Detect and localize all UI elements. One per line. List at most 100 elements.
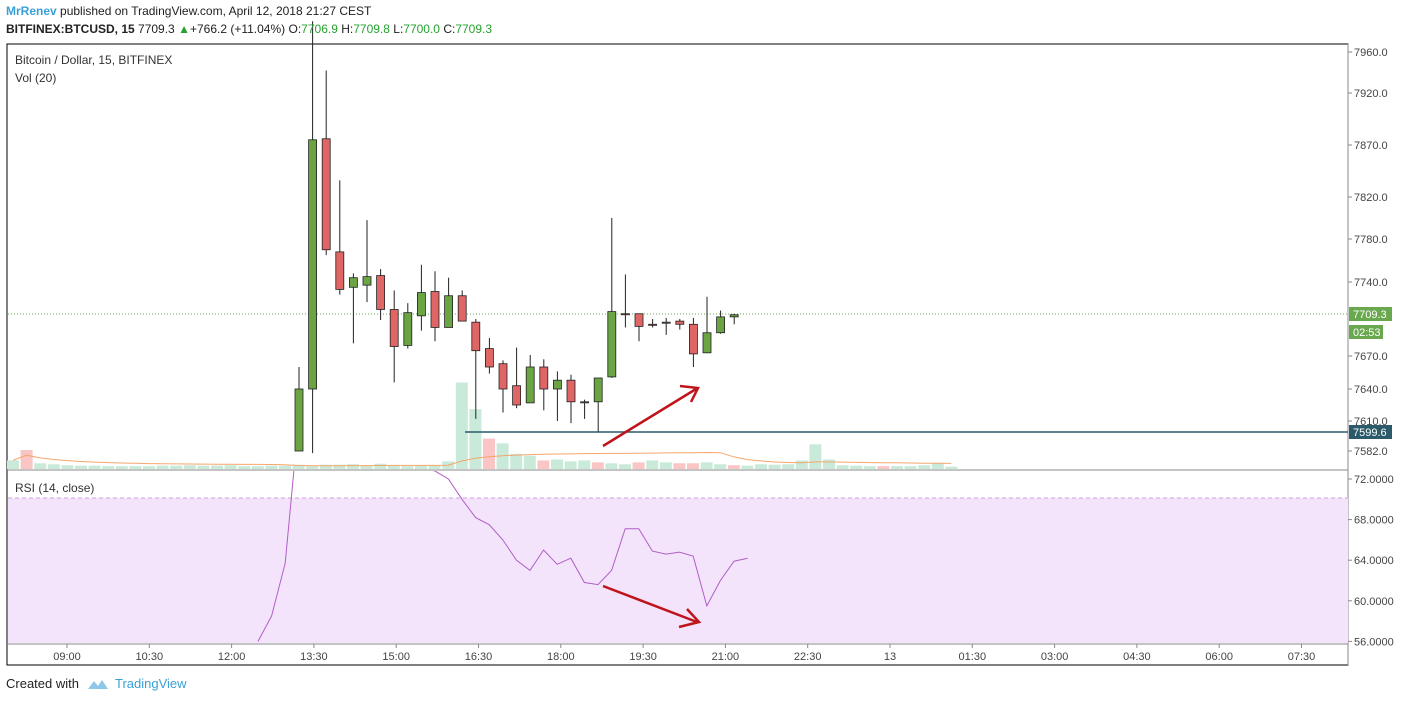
volume-bar	[211, 465, 223, 469]
volume-bar	[714, 464, 727, 469]
volume-bar	[102, 466, 115, 469]
low-label: L:	[393, 22, 404, 36]
volume-bar	[360, 465, 373, 469]
volume-bar	[61, 465, 74, 469]
volume-bar	[537, 460, 550, 469]
volume-bar	[401, 466, 414, 469]
close-label: C:	[443, 22, 456, 36]
price-tick-label: 7640.0	[1354, 384, 1388, 396]
candle-body	[689, 323, 698, 355]
time-tick-label: 07:30	[1288, 651, 1316, 663]
price-axis: 7960.0 7920.0 7870.0 7820.0 7780.0 7740.0 7670…	[1348, 47, 1388, 458]
candle-body	[702, 332, 712, 354]
time-tick-label: 01:30	[959, 651, 987, 663]
candle-body	[335, 251, 345, 290]
support-price-label: 7599.6	[1353, 427, 1387, 439]
volume-bar	[836, 465, 849, 469]
rsi-axis: 72.0000 68.0000 64.0000 60.0000 56.0000	[1348, 474, 1394, 648]
volume-bar	[170, 465, 183, 469]
volume-bar	[755, 464, 767, 469]
rsi-downtrend-arrow[interactable]	[602, 584, 698, 624]
candle-body	[471, 321, 481, 352]
volume-bar	[374, 463, 387, 469]
rsi-tick-label: 60.0000	[1354, 596, 1394, 608]
volume-bar	[483, 438, 495, 469]
volume-bar	[795, 460, 808, 469]
candle-body	[716, 316, 725, 334]
volume-bar	[183, 465, 196, 469]
author-link[interactable]: MrRenev	[6, 4, 57, 18]
volume-bar	[88, 465, 101, 469]
price-tick-label: 7582.0	[1354, 446, 1388, 458]
volume-bar	[632, 462, 645, 469]
volume-bar	[319, 464, 332, 469]
volume-bar	[333, 464, 346, 469]
volume-bar	[673, 463, 686, 469]
volume-bar	[224, 465, 237, 469]
time-tick-label: 10:30	[136, 651, 164, 663]
chart-legend-main: Bitcoin / Dollar, 15, BITFINEX	[15, 53, 172, 67]
candle-body	[512, 385, 521, 406]
volume-bar	[564, 461, 577, 469]
candle-body	[321, 138, 331, 251]
volume-bar	[727, 465, 740, 469]
time-tick-label: 04:30	[1123, 651, 1151, 663]
current-price-tag: 7709.3 02:53	[1349, 307, 1392, 339]
volume-bar	[469, 409, 482, 469]
symbol-header: BITFINEX:BTCUSD, 15 7709.3 ▲+766.2 (+11.…	[6, 22, 492, 37]
volume-bar	[292, 464, 305, 469]
candle-body	[539, 366, 549, 390]
symbol-name: BITFINEX:BTCUSD, 15	[6, 22, 135, 36]
last-price: 7709.3	[138, 22, 175, 36]
rsi-line	[257, 471, 748, 642]
high-label: H:	[341, 22, 354, 36]
created-with-text: Created with	[6, 676, 79, 691]
candle-body	[457, 295, 467, 322]
candle-body	[607, 311, 617, 378]
candle-body	[416, 292, 426, 317]
volume-bar	[904, 466, 917, 469]
volume-bar	[646, 460, 659, 469]
rsi-tick-label: 56.0000	[1354, 636, 1394, 648]
volume-bar	[659, 462, 672, 469]
time-tick-label: 16:30	[465, 651, 493, 663]
candle-body	[362, 276, 372, 286]
price-uptrend-arrow[interactable]	[602, 387, 697, 448]
volume-bar	[605, 463, 618, 469]
price-tick-label: 7920.0	[1354, 88, 1388, 100]
tradingview-logo-icon	[87, 679, 108, 689]
price-tick-label: 7870.0	[1354, 140, 1388, 152]
candle-body	[389, 309, 399, 347]
volume-bar	[387, 465, 400, 469]
volume-bar	[850, 465, 863, 469]
rsi-arrow-head-icon	[678, 608, 702, 629]
candle-body	[648, 323, 657, 326]
candle-body	[294, 388, 304, 452]
footer: Created with TradingView	[6, 676, 187, 691]
time-tick-label: 21:00	[712, 651, 740, 663]
volume-ma-line	[12, 451, 952, 467]
volume-bar	[455, 382, 468, 469]
volume-bar	[34, 463, 47, 469]
price-tick-label: 7960.0	[1354, 47, 1388, 59]
countdown-label: 02:53	[1353, 327, 1381, 339]
volume-bar	[279, 465, 291, 469]
tradingview-link[interactable]: TradingView	[114, 676, 187, 691]
time-axis: 09:00 10:30 12:00 13:30 15:00 16:30 18:00 19:30…	[53, 644, 1315, 663]
volume-bar	[20, 450, 33, 469]
time-tick-label: 03:00	[1041, 651, 1069, 663]
volume-bar	[115, 466, 128, 469]
drawn-arrows[interactable]	[602, 384, 702, 629]
candle-body	[621, 313, 630, 316]
volume-bar	[931, 463, 944, 469]
volume-bar	[700, 462, 713, 469]
volume-bar	[523, 455, 536, 469]
time-tick-label: 22:30	[794, 651, 822, 663]
rsi-band	[8, 498, 1348, 643]
volume-bar	[415, 465, 427, 469]
volume-bar	[918, 465, 931, 469]
candle-body	[348, 277, 358, 288]
volume-bar	[129, 466, 142, 469]
